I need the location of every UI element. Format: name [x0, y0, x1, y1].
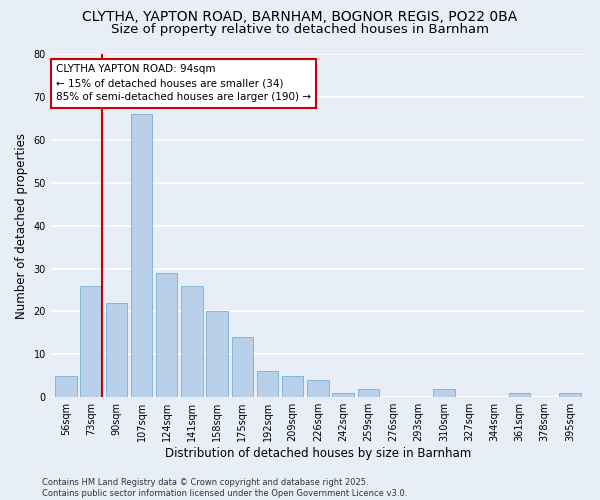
Bar: [332, 393, 354, 397]
Bar: [206, 312, 228, 397]
Bar: [181, 286, 203, 397]
Bar: [257, 372, 278, 397]
Text: Contains HM Land Registry data © Crown copyright and database right 2025.
Contai: Contains HM Land Registry data © Crown c…: [42, 478, 407, 498]
Bar: [232, 337, 253, 397]
Bar: [106, 303, 127, 397]
Bar: [433, 388, 455, 397]
Bar: [55, 376, 77, 397]
Bar: [131, 114, 152, 397]
Text: CLYTHA YAPTON ROAD: 94sqm
← 15% of detached houses are smaller (34)
85% of semi-: CLYTHA YAPTON ROAD: 94sqm ← 15% of detac…: [56, 64, 311, 102]
Bar: [559, 393, 581, 397]
Bar: [358, 388, 379, 397]
Bar: [509, 393, 530, 397]
Bar: [307, 380, 329, 397]
Text: CLYTHA, YAPTON ROAD, BARNHAM, BOGNOR REGIS, PO22 0BA: CLYTHA, YAPTON ROAD, BARNHAM, BOGNOR REG…: [82, 10, 518, 24]
Bar: [282, 376, 304, 397]
Y-axis label: Number of detached properties: Number of detached properties: [15, 132, 28, 318]
Bar: [80, 286, 102, 397]
X-axis label: Distribution of detached houses by size in Barnham: Distribution of detached houses by size …: [165, 447, 471, 460]
Text: Size of property relative to detached houses in Barnham: Size of property relative to detached ho…: [111, 22, 489, 36]
Bar: [156, 273, 178, 397]
